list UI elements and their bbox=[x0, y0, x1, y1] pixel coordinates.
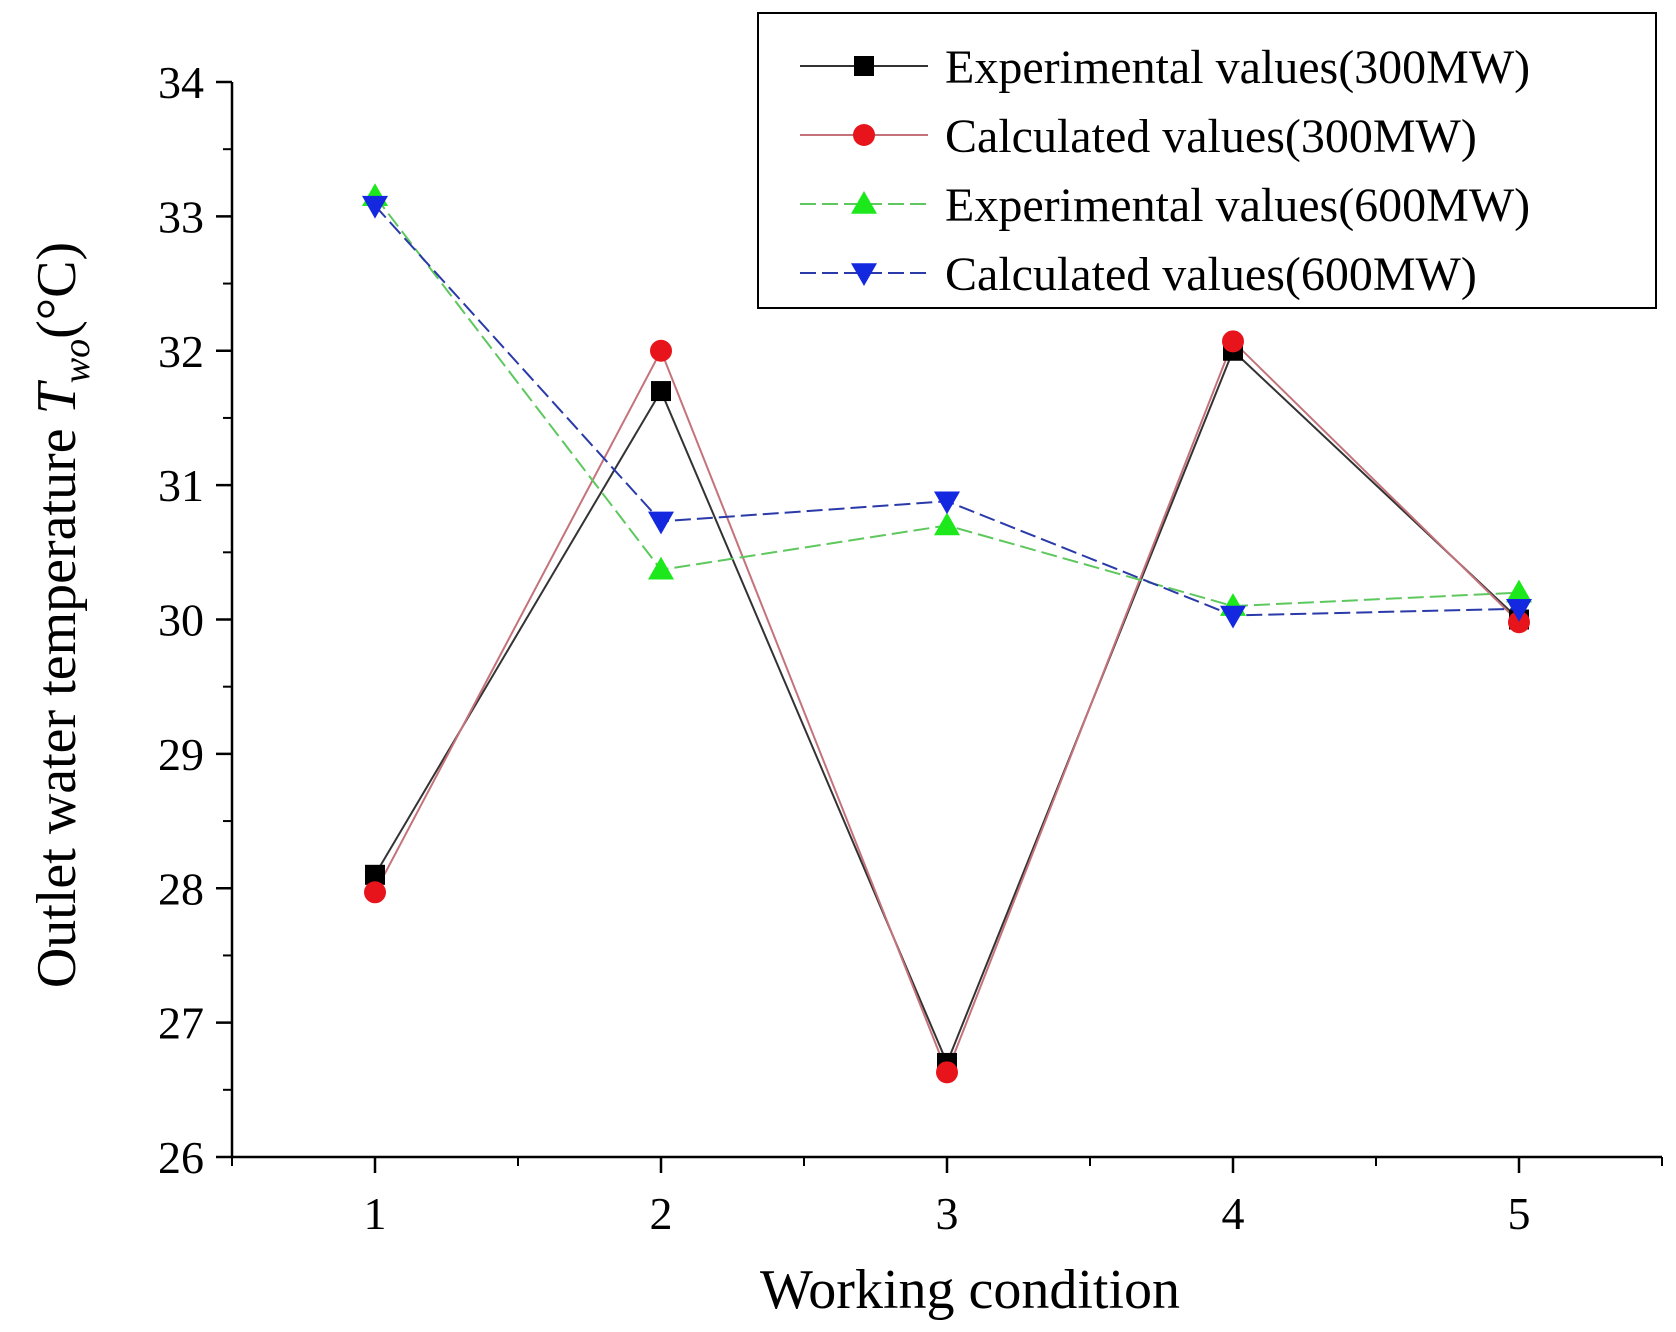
y-tick-label: 31 bbox=[158, 460, 204, 511]
y-tick-label: 29 bbox=[158, 729, 204, 780]
data-point-calculated-values-600mw-1 bbox=[362, 195, 388, 219]
y-axis-title-symbol: T bbox=[26, 379, 88, 414]
legend-marker bbox=[853, 124, 875, 146]
data-point-calculated-values-600mw-5 bbox=[1506, 599, 1532, 622]
legend-marker bbox=[851, 263, 877, 286]
y-axis-title-main: Outlet water temperature bbox=[26, 414, 88, 988]
y-tick-label: 26 bbox=[158, 1132, 204, 1183]
legend-items: Experimental values(300MW) Calculated val… bbox=[800, 41, 1530, 301]
series-line-experimental-values-300mw bbox=[374, 349, 1520, 1066]
data-point-calculated-values-600mw-3 bbox=[934, 491, 960, 515]
series-lines bbox=[374, 195, 1520, 1076]
data-point-experimental-values-600mw-3 bbox=[934, 512, 960, 536]
legend-label: Calculated values(600MW) bbox=[945, 248, 1477, 301]
data-point-calculated-values-300mw-2 bbox=[650, 339, 672, 362]
y-tick-label: 30 bbox=[158, 595, 204, 646]
x-tick-label: 3 bbox=[936, 1188, 959, 1239]
y-tick-label: 32 bbox=[158, 326, 204, 377]
x-tick-label: 4 bbox=[1222, 1188, 1245, 1239]
legend-label: Experimental values(600MW) bbox=[945, 179, 1530, 232]
x-tick-label: 5 bbox=[1508, 1188, 1531, 1239]
data-point-calculated-values-300mw-5 bbox=[1508, 611, 1530, 634]
y-axis-title-subscript: wo bbox=[56, 339, 98, 383]
legend-marker bbox=[851, 191, 877, 214]
y-axis-title: Outlet water temperature Two(°C) bbox=[26, 242, 98, 988]
y-tick-label: 28 bbox=[158, 863, 204, 914]
y-tick-label: 34 bbox=[158, 57, 204, 108]
y-ticks: 26 27 28 29 30 31 32 33 34 bbox=[158, 57, 232, 1183]
data-point-calculated-values-300mw-3 bbox=[936, 1061, 958, 1084]
x-tick-label: 2 bbox=[650, 1188, 673, 1239]
data-point-experimental-values-300mw-1 bbox=[365, 864, 385, 885]
series-markers bbox=[362, 183, 1532, 1084]
legend: Experimental values(300MW) Calculated val… bbox=[757, 12, 1657, 309]
data-point-experimental-values-600mw-5 bbox=[1506, 579, 1532, 603]
x-ticks: 1 2 3 4 5 bbox=[231, 1157, 1663, 1239]
series-line-calculated-values-300mw bbox=[374, 339, 1520, 1076]
y-tick-label: 27 bbox=[158, 998, 204, 1049]
legend-marker bbox=[854, 56, 874, 76]
data-point-calculated-values-600mw-2 bbox=[648, 511, 674, 535]
data-point-calculated-values-300mw-4 bbox=[1222, 330, 1244, 353]
x-tick-label: 1 bbox=[364, 1188, 387, 1239]
legend-label: Experimental values(300MW) bbox=[945, 41, 1530, 94]
data-point-calculated-values-300mw-1 bbox=[364, 881, 386, 904]
legend-box bbox=[757, 12, 1657, 309]
data-point-calculated-values-600mw-4 bbox=[1220, 605, 1246, 629]
data-point-experimental-values-600mw-2 bbox=[648, 556, 674, 580]
data-point-experimental-values-300mw-2 bbox=[651, 381, 671, 402]
x-axis-title: Working condition bbox=[760, 1259, 1180, 1321]
y-axis-title-unit: (°C) bbox=[26, 242, 88, 339]
legend-label: Calculated values(300MW) bbox=[945, 110, 1477, 163]
y-tick-label: 33 bbox=[158, 191, 204, 242]
